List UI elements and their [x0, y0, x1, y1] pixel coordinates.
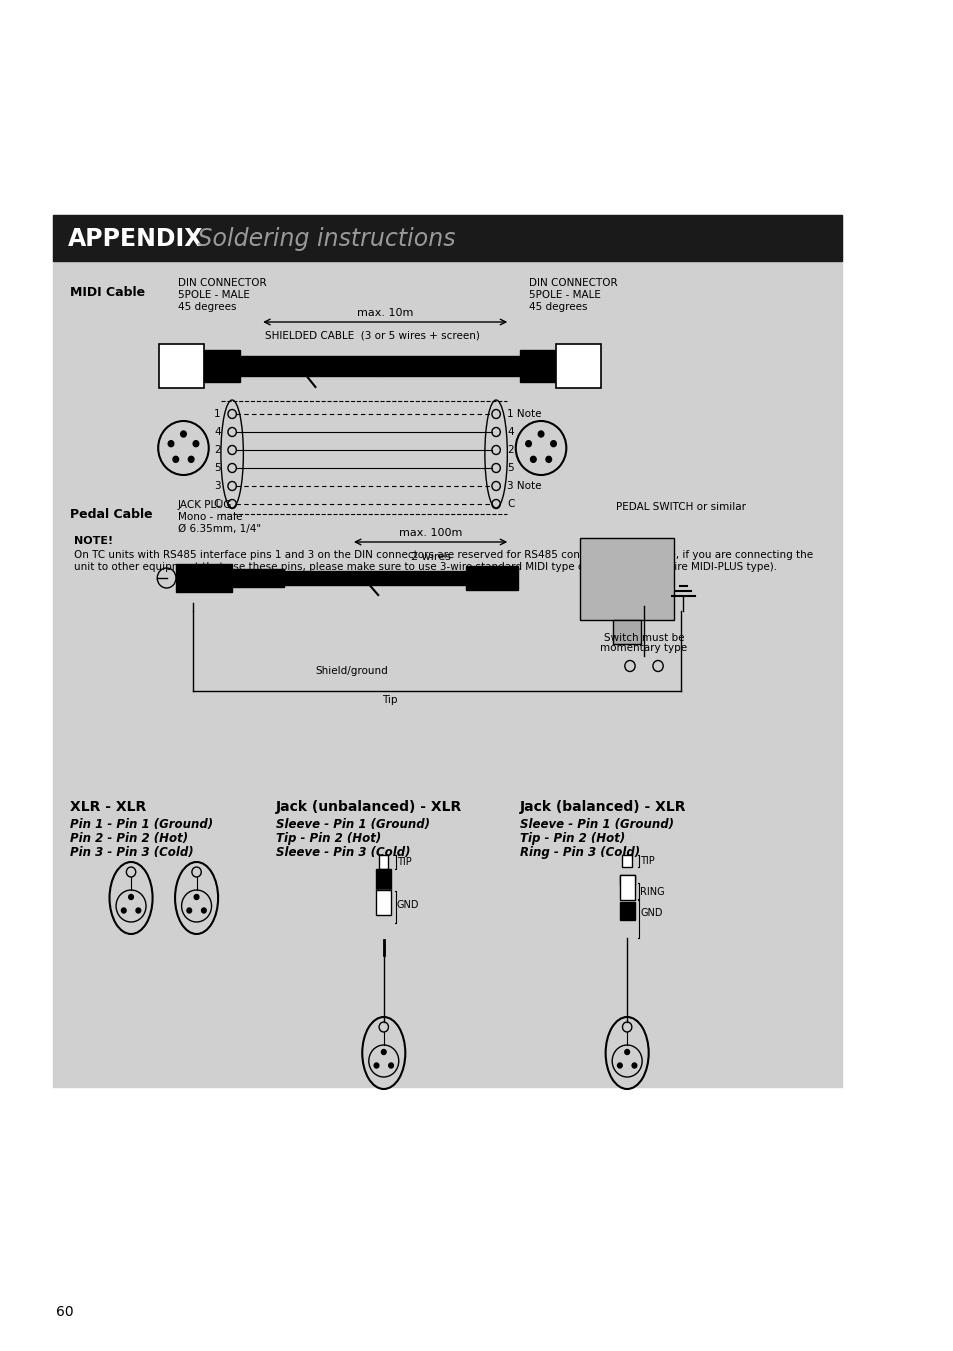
Text: XLR - XLR: XLR - XLR: [71, 800, 147, 815]
Text: APPENDIX: APPENDIX: [69, 227, 204, 251]
Bar: [283, 571, 466, 585]
Circle shape: [388, 1063, 393, 1069]
Bar: [378, 855, 388, 869]
Text: SHIELDED CABLE  (3 or 5 wires + screen): SHIELDED CABLE (3 or 5 wires + screen): [265, 330, 479, 340]
Text: Ø 6.35mm, 1/4": Ø 6.35mm, 1/4": [177, 524, 261, 534]
Text: max. 10m: max. 10m: [356, 308, 413, 317]
Text: Sleeve - Pin 3 (Cold): Sleeve - Pin 3 (Cold): [275, 846, 410, 859]
Text: 5: 5: [214, 463, 221, 473]
Bar: [175, 563, 232, 592]
Text: 4: 4: [507, 427, 514, 436]
Circle shape: [525, 440, 531, 447]
Text: Ring - Pin 3 (Cold): Ring - Pin 3 (Cold): [519, 846, 639, 859]
Text: Tip - Pin 2 (Hot): Tip - Pin 2 (Hot): [519, 832, 624, 844]
Bar: [621, 855, 631, 867]
Bar: [232, 569, 283, 586]
Text: 45 degrees: 45 degrees: [528, 303, 587, 312]
Text: Pedal Cable: Pedal Cable: [71, 508, 152, 521]
Text: 60: 60: [56, 1305, 73, 1319]
Circle shape: [129, 894, 133, 900]
Text: PEDAL SWITCH or similar: PEDAL SWITCH or similar: [616, 503, 745, 512]
Circle shape: [550, 440, 556, 447]
Circle shape: [617, 1063, 621, 1069]
Text: 2: 2: [507, 444, 514, 455]
Circle shape: [381, 1050, 386, 1055]
Text: 3: 3: [214, 481, 221, 490]
Text: C: C: [507, 499, 515, 509]
Bar: [204, 350, 239, 382]
Text: 2 wires: 2 wires: [410, 553, 450, 562]
Text: 4: 4: [214, 427, 221, 436]
Text: unit to other equipment that use these pins, please make sure to use 3-wire stan: unit to other equipment that use these p…: [74, 562, 777, 571]
Bar: [375, 869, 391, 890]
Text: MIDI Cable: MIDI Cable: [71, 286, 145, 299]
Text: max. 100m: max. 100m: [398, 528, 462, 538]
Text: 3 Note: 3 Note: [507, 481, 541, 490]
Text: TIP: TIP: [396, 857, 411, 867]
Text: 1: 1: [214, 409, 221, 419]
Circle shape: [180, 431, 186, 436]
Circle shape: [193, 440, 198, 447]
Text: GND: GND: [639, 908, 662, 917]
Circle shape: [172, 457, 178, 462]
Circle shape: [632, 1063, 637, 1069]
Text: Soldering instructions: Soldering instructions: [190, 227, 455, 251]
Text: JACK PLUG: JACK PLUG: [177, 500, 232, 509]
Circle shape: [136, 908, 140, 913]
Bar: [53, 215, 841, 1088]
Text: Jack (unbalanced) - XLR: Jack (unbalanced) - XLR: [275, 800, 462, 815]
Circle shape: [188, 457, 193, 462]
Bar: [239, 357, 379, 376]
Text: DIN CONNECTOR: DIN CONNECTOR: [528, 278, 617, 288]
Bar: [619, 902, 634, 920]
Text: C: C: [213, 499, 221, 509]
Bar: [619, 875, 634, 885]
Circle shape: [374, 1063, 378, 1069]
Text: 2: 2: [214, 444, 221, 455]
Text: 5POLE - MALE: 5POLE - MALE: [177, 290, 250, 300]
Text: 45 degrees: 45 degrees: [177, 303, 236, 312]
Circle shape: [545, 457, 551, 462]
Text: Sleeve - Pin 1 (Ground): Sleeve - Pin 1 (Ground): [275, 817, 430, 831]
Circle shape: [530, 457, 536, 462]
Text: 5POLE - MALE: 5POLE - MALE: [528, 290, 600, 300]
Text: Pin 3 - Pin 3 (Cold): Pin 3 - Pin 3 (Cold): [71, 846, 193, 859]
Circle shape: [201, 908, 206, 913]
Bar: [379, 357, 520, 376]
Text: Jack (balanced) - XLR: Jack (balanced) - XLR: [519, 800, 685, 815]
Bar: [159, 345, 204, 388]
Bar: [53, 215, 841, 261]
Text: DIN CONNECTOR: DIN CONNECTOR: [177, 278, 266, 288]
Text: Sleeve - Pin 1 (Ground): Sleeve - Pin 1 (Ground): [519, 817, 673, 831]
Text: TIP: TIP: [639, 857, 655, 866]
Text: 5: 5: [507, 463, 514, 473]
Text: Shield/ground: Shield/ground: [315, 666, 388, 676]
Text: GND: GND: [396, 900, 419, 911]
Text: 1 Note: 1 Note: [507, 409, 541, 419]
Text: momentary type: momentary type: [599, 643, 687, 653]
Bar: [520, 350, 556, 382]
Circle shape: [168, 440, 173, 447]
Text: RING: RING: [639, 888, 664, 897]
Bar: [466, 566, 517, 590]
Text: Switch must be: Switch must be: [603, 634, 683, 643]
Bar: [375, 890, 391, 894]
Bar: [556, 345, 600, 388]
Text: Tip: Tip: [381, 694, 396, 705]
Text: Pin 1 - Pin 1 (Ground): Pin 1 - Pin 1 (Ground): [71, 817, 213, 831]
Text: On TC units with RS485 interface pins 1 and 3 on the DIN connectors are reserved: On TC units with RS485 interface pins 1 …: [74, 550, 812, 561]
Circle shape: [537, 431, 543, 436]
Circle shape: [121, 908, 126, 913]
Text: Mono - male: Mono - male: [177, 512, 242, 521]
Text: Tip - Pin 2 (Hot): Tip - Pin 2 (Hot): [275, 832, 381, 844]
Bar: [619, 875, 634, 900]
Circle shape: [624, 1050, 629, 1055]
Bar: [613, 620, 640, 644]
Text: NOTE!: NOTE!: [74, 536, 113, 546]
Text: Pin 2 - Pin 2 (Hot): Pin 2 - Pin 2 (Hot): [71, 832, 188, 844]
Circle shape: [187, 908, 192, 913]
Bar: [579, 538, 673, 620]
Circle shape: [194, 894, 199, 900]
Bar: [375, 890, 391, 915]
